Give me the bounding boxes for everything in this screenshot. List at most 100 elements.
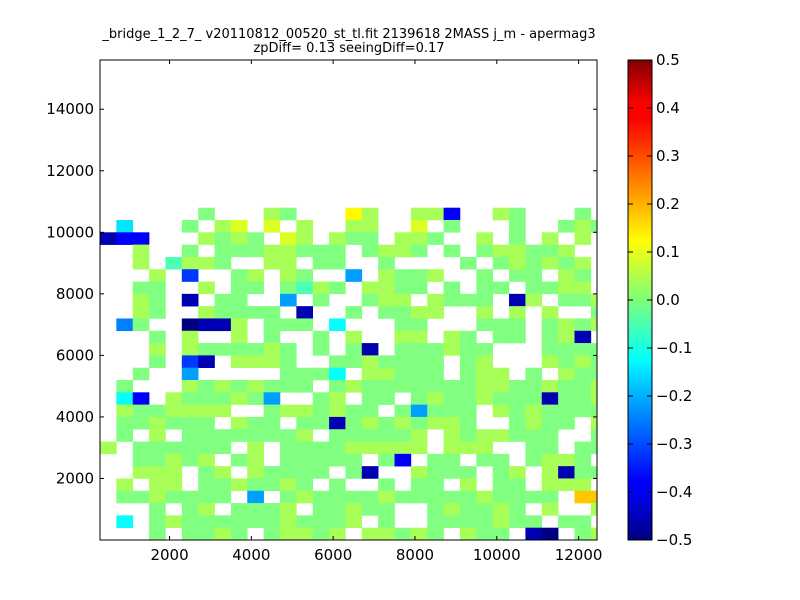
heatmap-cell xyxy=(296,515,314,528)
heatmap-cell xyxy=(181,367,199,381)
heatmap-cell xyxy=(378,256,395,270)
heatmap-cell xyxy=(443,441,461,455)
heatmap-cell xyxy=(541,281,559,295)
heatmap-cell xyxy=(590,490,598,504)
heatmap-cell xyxy=(410,527,428,541)
heatmap-cell xyxy=(198,453,215,467)
heatmap-cell xyxy=(361,503,379,516)
heatmap-cell xyxy=(541,256,559,270)
heatmap-cell xyxy=(214,404,232,418)
heatmap-cell xyxy=(247,466,264,479)
heatmap-cell xyxy=(410,330,428,344)
heatmap-cell xyxy=(361,416,379,430)
heatmap-cell xyxy=(279,318,297,332)
heatmap-cell xyxy=(443,515,461,528)
heatmap-cell xyxy=(574,441,592,455)
heatmap-cell xyxy=(476,269,493,282)
heatmap-cell xyxy=(492,207,510,221)
heatmap-cell xyxy=(263,306,281,319)
heatmap-cell xyxy=(263,220,281,233)
heatmap-cell xyxy=(378,515,395,528)
heatmap-cell xyxy=(492,527,510,541)
heatmap-cell xyxy=(476,343,493,356)
heatmap-cell xyxy=(149,478,166,492)
heatmap-cell xyxy=(378,392,395,405)
heatmap-cell xyxy=(230,429,248,442)
heatmap-cell xyxy=(509,466,526,479)
heatmap-cell xyxy=(525,429,543,442)
heatmap-cell xyxy=(476,232,493,245)
heatmap-cell xyxy=(410,490,428,504)
heatmap-cell xyxy=(279,441,297,455)
heatmap-cell xyxy=(443,429,461,442)
heatmap-cell xyxy=(541,527,559,541)
heatmap-cell xyxy=(394,281,412,295)
heatmap-cell xyxy=(410,306,428,319)
heatmap-cell xyxy=(149,441,166,455)
heatmap-cell xyxy=(329,453,346,467)
colorbar-tick-label: 0.0 xyxy=(656,291,680,309)
heatmap-cell xyxy=(329,490,346,504)
heatmap-cell xyxy=(574,367,592,381)
heatmap-cell xyxy=(345,330,363,344)
heatmap-cell xyxy=(541,429,559,442)
heatmap-cell xyxy=(541,490,559,504)
x-axis: 2000 4000 6000 8000 10000 12000 xyxy=(150,60,602,564)
heatmap-cell xyxy=(132,367,150,381)
heatmap-cell xyxy=(558,404,575,418)
heatmap-cell xyxy=(492,503,510,516)
heatmap-cell xyxy=(541,404,559,418)
colorbar-tick-label: 0.5 xyxy=(656,51,680,69)
heatmap-cell xyxy=(345,207,363,221)
heatmap-cell xyxy=(230,306,248,319)
heatmap-cell xyxy=(198,404,215,418)
colorbar-tick-label: −0.2 xyxy=(656,387,692,405)
heatmap-cell xyxy=(410,466,428,479)
heatmap-cell xyxy=(378,416,395,430)
heatmap-cell xyxy=(492,330,510,344)
heatmap-cell xyxy=(247,306,264,319)
heatmap-cell xyxy=(198,207,215,221)
heatmap-cell xyxy=(361,281,379,295)
heatmap-cell xyxy=(541,343,559,356)
y-tick-label: 14000 xyxy=(46,100,94,118)
heatmap-cell xyxy=(214,490,232,504)
heatmap-cell xyxy=(181,453,199,467)
heatmap-cell xyxy=(443,416,461,430)
colorbar-ticks: 0.5 0.4 0.3 0.2 0.1 0.0 −0.1 −0.2 −0.3 −0.4 −0.5 xyxy=(628,51,692,549)
heatmap-cell xyxy=(116,416,134,430)
heatmap-cell xyxy=(492,515,510,528)
heatmap-cell xyxy=(361,429,379,442)
heatmap-cell xyxy=(116,220,134,233)
heatmap-cell xyxy=(181,404,199,418)
heatmap-cell xyxy=(345,416,363,430)
heatmap-cell xyxy=(181,355,199,368)
heatmap-cell xyxy=(329,515,346,528)
heatmap-cell xyxy=(116,478,134,492)
heatmap-cell xyxy=(263,330,281,344)
heatmap-cell xyxy=(394,429,412,442)
heatmap-cell xyxy=(345,343,363,356)
heatmap-cell xyxy=(558,416,575,430)
heatmap-cell xyxy=(230,515,248,528)
heatmap-cell xyxy=(214,466,232,479)
heatmap-cell xyxy=(279,269,297,282)
heatmap-cell xyxy=(590,466,598,479)
heatmap-cell xyxy=(476,318,493,332)
heatmap-cell xyxy=(247,281,264,295)
heatmap-cell xyxy=(279,293,297,307)
heatmap-cell xyxy=(345,503,363,516)
heatmap-cell xyxy=(329,318,346,332)
heatmap-cell xyxy=(214,343,232,356)
heatmap-cell xyxy=(509,503,526,516)
heatmap-cell xyxy=(329,367,346,381)
heatmap-cell xyxy=(459,429,477,442)
heatmap-cell xyxy=(378,503,395,516)
heatmap-cell xyxy=(558,380,575,393)
heatmap-cell xyxy=(525,515,543,528)
heatmap-cell xyxy=(558,269,575,282)
heatmap-cell xyxy=(198,478,215,492)
heatmap-cell xyxy=(394,306,412,319)
heatmap-cell xyxy=(214,392,232,405)
